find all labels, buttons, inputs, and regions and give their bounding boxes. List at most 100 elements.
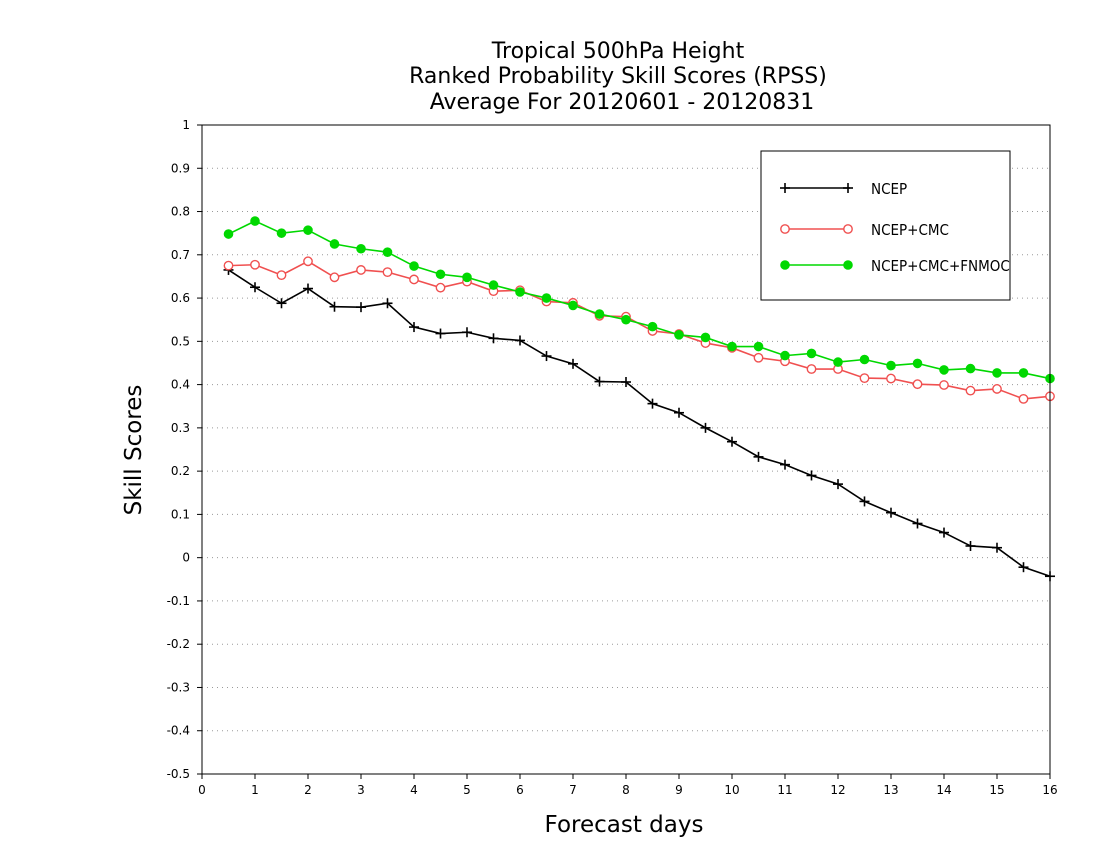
data-point-ncep <box>965 540 976 551</box>
data-point-ncep-cmc-fnmoc <box>462 272 472 283</box>
series-ncep <box>223 264 1055 582</box>
data-point-ncep <box>992 542 1002 553</box>
legend-marker <box>780 260 790 270</box>
legend-marker <box>843 224 853 234</box>
chart-title-line-1: Tropical 500hPa Height <box>491 39 745 64</box>
data-point-ncep <box>541 351 552 362</box>
data-point-ncep-cmc-fnmoc <box>250 216 260 226</box>
y-tick-label: 0.3 <box>171 421 190 435</box>
legend-marker <box>843 183 853 193</box>
data-point-ncep-cmc-fnmoc <box>329 239 340 249</box>
data-point-ncep-cmc <box>939 380 949 390</box>
data-point-ncep-cmc-fnmoc <box>780 350 790 361</box>
data-point-ncep-cmc <box>912 379 923 390</box>
x-tick-label: 9 <box>675 783 683 797</box>
data-point-ncep <box>727 436 737 447</box>
data-point-ncep-cmc-fnmoc <box>912 358 923 369</box>
x-tick-label: 13 <box>883 783 898 797</box>
data-point-ncep <box>303 283 313 294</box>
y-tick-label: 0.5 <box>171 334 190 348</box>
data-point-ncep-cmc-fnmoc <box>356 243 366 254</box>
data-point-ncep-cmc <box>329 272 340 283</box>
data-point-ncep <box>356 302 366 313</box>
data-point-ncep-cmc-fnmoc <box>1018 368 1029 378</box>
data-point-ncep <box>488 333 499 344</box>
data-point-ncep-cmc-fnmoc <box>435 269 446 280</box>
data-point-ncep <box>250 282 260 293</box>
data-point-ncep <box>912 518 923 529</box>
x-tick-label: 12 <box>830 783 845 797</box>
data-point-ncep <box>276 298 287 309</box>
x-tick-label: 2 <box>304 783 312 797</box>
data-point-ncep-cmc <box>250 259 260 270</box>
y-axis: -0.5 -0.4 -0.3 -0.2 -0.1 0 0.1 0.2 0.3 0.4 0.5 0.6 0… <box>167 118 202 781</box>
y-tick-label: 0.2 <box>171 464 190 478</box>
chart-title-line-2: Ranked Probability Skill Scores (RPSS) <box>409 64 827 89</box>
y-tick-label: 0.7 <box>171 248 190 262</box>
y-tick-label: -0.3 <box>167 680 190 694</box>
data-point-ncep-cmc-fnmoc <box>674 330 684 340</box>
y-tick-label: 1 <box>182 118 190 132</box>
data-point-ncep <box>753 451 764 462</box>
x-tick-label: 6 <box>516 783 524 797</box>
data-point-ncep-cmc-fnmoc <box>541 293 552 303</box>
series-ncep-cmc <box>223 256 1055 404</box>
data-point-ncep-cmc-fnmoc <box>859 354 870 365</box>
x-tick-label: 10 <box>724 783 739 797</box>
data-point-ncep-cmc <box>356 265 366 275</box>
data-point-ncep-cmc-fnmoc <box>488 280 499 290</box>
legend-marker <box>780 183 790 193</box>
legend-marker <box>780 224 790 234</box>
data-point-ncep-cmc-fnmoc <box>276 228 287 238</box>
data-point-ncep <box>435 328 446 339</box>
data-point-ncep <box>515 335 525 346</box>
data-point-ncep-cmc <box>886 373 896 384</box>
data-point-ncep-cmc-fnmoc <box>621 314 631 325</box>
x-tick-label: 16 <box>1042 783 1057 797</box>
data-point-ncep <box>329 301 340 312</box>
data-point-ncep-cmc-fnmoc <box>382 247 393 258</box>
data-point-ncep-cmc <box>806 364 817 374</box>
data-point-ncep-cmc-fnmoc <box>753 341 764 352</box>
data-point-ncep-cmc <box>435 282 446 293</box>
x-tick-label: 5 <box>463 783 471 797</box>
data-point-ncep-cmc <box>276 270 287 281</box>
x-tick-label: 4 <box>410 783 418 797</box>
data-point-ncep-cmc <box>223 260 234 271</box>
data-point-ncep <box>833 479 843 490</box>
data-point-ncep-cmc-fnmoc <box>223 229 234 239</box>
data-point-ncep-cmc-fnmoc <box>833 357 843 367</box>
data-point-ncep <box>409 322 419 333</box>
y-tick-label: 0.6 <box>171 291 190 305</box>
x-tick-label: 14 <box>936 783 951 797</box>
data-point-ncep <box>568 358 578 369</box>
y-tick-label: 0.8 <box>171 205 190 219</box>
data-point-ncep <box>674 407 684 418</box>
data-point-ncep <box>859 496 870 507</box>
y-tick-label: 0.4 <box>171 378 190 392</box>
data-point-ncep-cmc-fnmoc <box>806 348 817 359</box>
x-tick-label: 11 <box>777 783 792 797</box>
series-layer <box>223 216 1055 582</box>
data-point-ncep-cmc-fnmoc <box>647 321 658 332</box>
legend: NCEP NCEP+CMC NCEP+CMC+FNMOC <box>760 150 1011 301</box>
data-point-ncep <box>886 507 896 518</box>
y-tick-label: -0.5 <box>167 767 190 781</box>
y-tick-label: -0.4 <box>167 724 190 738</box>
data-point-ncep-cmc <box>992 384 1002 394</box>
data-point-ncep-cmc <box>965 385 976 396</box>
legend-item-ncep-cmc: NCEP+CMC <box>780 221 949 239</box>
series-line-ncep <box>228 269 1051 578</box>
y-tick-label: 0 <box>182 551 190 565</box>
data-point-ncep <box>621 377 631 388</box>
data-point-ncep-cmc-fnmoc <box>965 363 976 374</box>
data-point-ncep <box>462 327 472 338</box>
x-tick-label: 1 <box>251 783 259 797</box>
x-axis: 0 1 2 3 4 5 6 7 8 9 10 11 12 13 14 15 16 <box>198 774 1058 797</box>
y-tick-label: 0.1 <box>171 507 190 521</box>
x-tick-label: 7 <box>569 783 577 797</box>
data-point-ncep-cmc <box>409 274 419 285</box>
x-axis-title: Forecast days <box>545 812 704 838</box>
data-point-ncep <box>700 422 711 433</box>
